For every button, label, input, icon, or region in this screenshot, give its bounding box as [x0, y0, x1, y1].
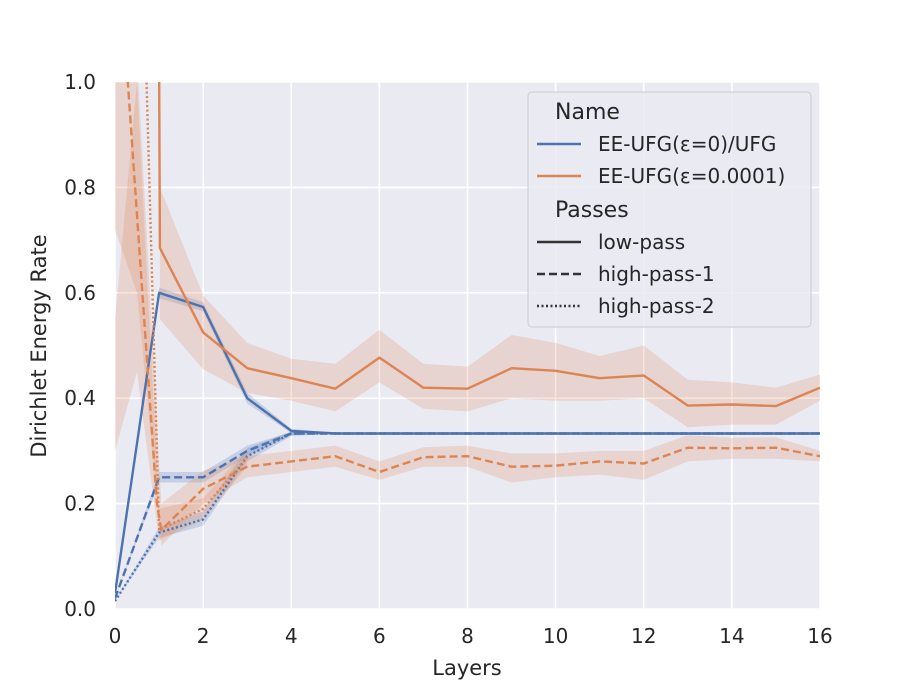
line-ee-ufg-high-pass-2	[145, 82, 249, 532]
y-tick-labels: 0.0 0.2 0.4 0.6 0.8 1.0	[64, 70, 96, 621]
x-tick-label: 4	[285, 624, 298, 648]
y-tick-label: 0.0	[64, 597, 96, 621]
legend-entry-high-pass-2: high-pass-2	[598, 294, 715, 318]
x-axis-label: Layers	[432, 656, 502, 680]
y-tick-label: 0.4	[64, 386, 96, 410]
y-axis-label: Dirichlet Energy Rate	[27, 234, 51, 457]
confidence-bands	[115, 82, 820, 602]
x-tick-label: 2	[197, 624, 210, 648]
line-ufg-high-pass-1	[115, 432, 820, 599]
series-lines	[115, 82, 820, 602]
band-ee-ufg-high-pass-2	[115, 82, 248, 541]
legend-entry-high-pass-1: high-pass-1	[598, 262, 715, 286]
legend-entry-low-pass: low-pass	[598, 230, 685, 254]
x-tick-label: 16	[807, 624, 832, 648]
x-tick-labels: 0 2 4 6 8 10 12 14 16	[109, 624, 833, 648]
legend-title-name: Name	[555, 100, 620, 125]
x-tick-label: 8	[461, 624, 474, 648]
y-tick-label: 0.6	[64, 281, 96, 305]
band-ee-ufg-low-pass	[159, 187, 820, 428]
x-tick-label: 10	[543, 624, 568, 648]
x-tick-label: 6	[373, 624, 386, 648]
x-tick-label: 12	[631, 624, 656, 648]
y-tick-label: 0.2	[64, 492, 96, 516]
line-ee-ufg-low-pass	[158, 82, 820, 408]
x-tick-label: 14	[719, 624, 744, 648]
legend-box	[527, 91, 812, 328]
y-tick-label: 0.8	[64, 175, 96, 199]
y-tick-label: 1.0	[64, 70, 96, 94]
legend-title-passes: Passes	[555, 198, 629, 223]
legend-entry-ee-ufg: EE-UFG(ε=0.0001)	[598, 164, 785, 188]
band-ee-ufg-high-pass-1	[115, 82, 820, 546]
line-ee-ufg-high-pass-1	[126, 82, 820, 532]
legend: Name EE-UFG(ε=0)/UFG EE-UFG(ε=0.0001) Pa…	[527, 91, 812, 328]
x-tick-label: 0	[109, 624, 122, 648]
legend-entry-ufg: EE-UFG(ε=0)/UFG	[598, 132, 776, 156]
